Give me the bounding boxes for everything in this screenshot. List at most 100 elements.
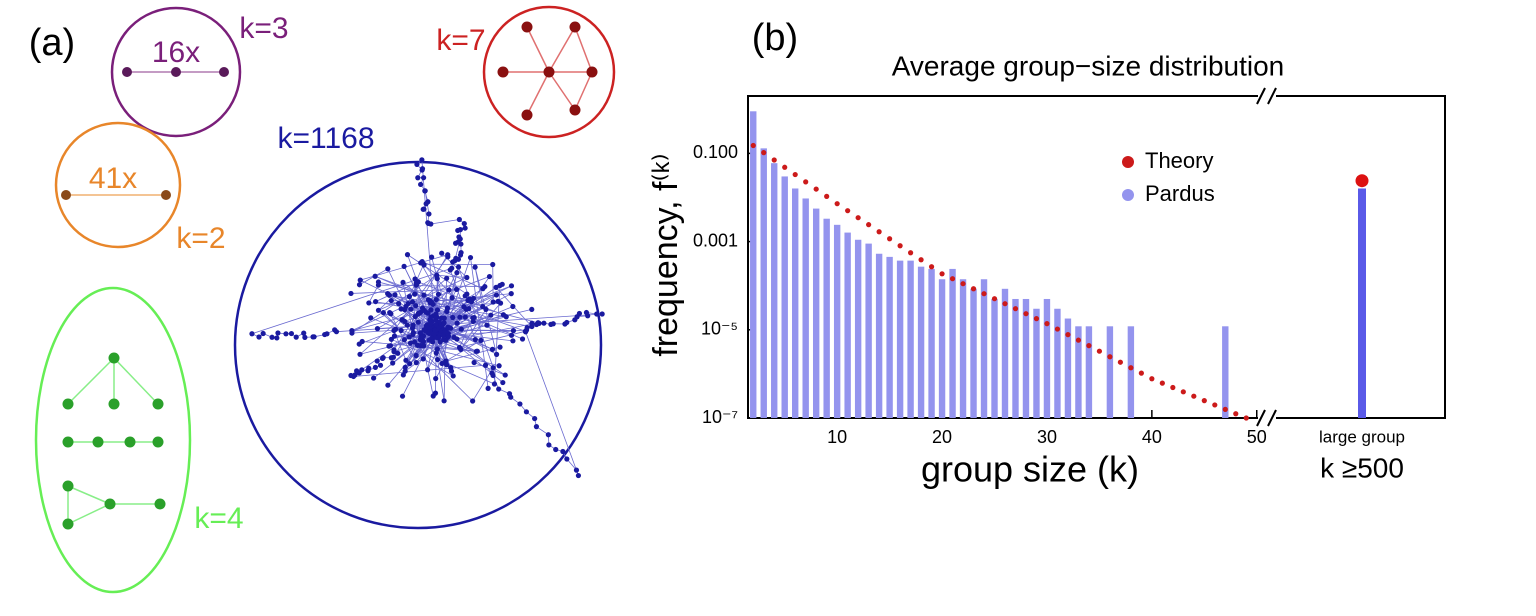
bar	[802, 198, 809, 418]
node	[506, 391, 513, 397]
node	[219, 67, 229, 77]
chart-title: Average group−size distribution	[892, 50, 1285, 81]
node	[374, 358, 380, 364]
node	[426, 337, 432, 343]
node	[519, 336, 526, 342]
node	[444, 305, 451, 311]
node	[356, 370, 362, 376]
node	[449, 265, 455, 271]
edge	[353, 364, 486, 377]
bar	[1222, 326, 1229, 418]
node	[533, 424, 540, 430]
node	[390, 354, 397, 360]
node	[418, 181, 424, 188]
node	[435, 335, 442, 341]
node	[453, 255, 459, 261]
node	[348, 372, 354, 379]
dot	[813, 186, 819, 192]
node	[424, 324, 430, 330]
dot	[866, 222, 872, 228]
node	[406, 293, 413, 300]
dot	[1012, 306, 1019, 312]
node	[599, 311, 605, 317]
y-tick-label: 10⁻⁵	[701, 319, 738, 339]
node	[471, 315, 477, 321]
node	[458, 326, 464, 332]
edge	[441, 289, 457, 319]
edge	[448, 333, 513, 342]
node	[269, 334, 275, 340]
edge	[336, 313, 603, 333]
group-size: k=3	[239, 12, 288, 45]
y-tick-label: 0.100	[693, 142, 738, 162]
node	[415, 319, 421, 325]
node	[545, 432, 551, 438]
node	[450, 373, 456, 379]
node	[435, 291, 442, 297]
node	[283, 331, 289, 337]
node	[474, 348, 480, 354]
node	[388, 336, 394, 342]
bar	[1022, 298, 1030, 418]
group-outline	[54, 121, 182, 249]
node	[485, 385, 491, 391]
dot	[907, 250, 914, 256]
node	[356, 282, 363, 288]
dot	[1128, 365, 1134, 371]
node	[395, 350, 401, 356]
node	[594, 311, 600, 317]
node	[356, 341, 362, 347]
node	[302, 334, 308, 340]
edges	[503, 26, 593, 116]
dot	[1023, 311, 1029, 317]
bar	[949, 268, 956, 418]
node	[374, 326, 381, 332]
node	[260, 330, 266, 337]
dot	[834, 201, 840, 207]
node	[434, 346, 440, 352]
node	[412, 276, 418, 282]
node	[398, 306, 404, 312]
node	[502, 372, 508, 378]
node	[553, 446, 559, 453]
panel-a: (a) 16x k=3 k=7 41x k=2	[29, 5, 616, 594]
bar	[750, 111, 757, 418]
plot-frame	[747, 95, 1446, 419]
node	[357, 277, 363, 283]
edge	[459, 330, 526, 348]
dot	[949, 276, 956, 282]
node	[425, 310, 431, 316]
dot	[1191, 393, 1197, 399]
node	[368, 315, 374, 321]
dot	[1180, 389, 1186, 395]
node	[456, 234, 462, 240]
dot	[991, 296, 998, 302]
dot	[960, 281, 966, 287]
node	[377, 362, 384, 368]
node	[457, 314, 463, 320]
bar	[917, 266, 925, 418]
node	[419, 157, 425, 163]
node	[496, 386, 502, 392]
legend-label: Pardus	[1145, 181, 1215, 206]
edge	[441, 340, 482, 364]
node	[445, 330, 451, 337]
node	[333, 329, 340, 335]
bar	[833, 224, 841, 418]
node	[392, 292, 398, 298]
node	[424, 367, 431, 373]
node	[508, 283, 515, 289]
node	[418, 343, 424, 349]
node	[444, 275, 450, 281]
edge	[431, 338, 461, 350]
edge	[525, 331, 579, 476]
axis-break	[1256, 87, 1277, 427]
node	[510, 303, 516, 310]
node	[428, 299, 435, 305]
node	[496, 363, 502, 369]
x-axis-label: group size (k)	[921, 449, 1139, 490]
node	[417, 336, 423, 343]
node	[428, 314, 434, 320]
x-tick-label: k ≥500	[1320, 452, 1404, 483]
